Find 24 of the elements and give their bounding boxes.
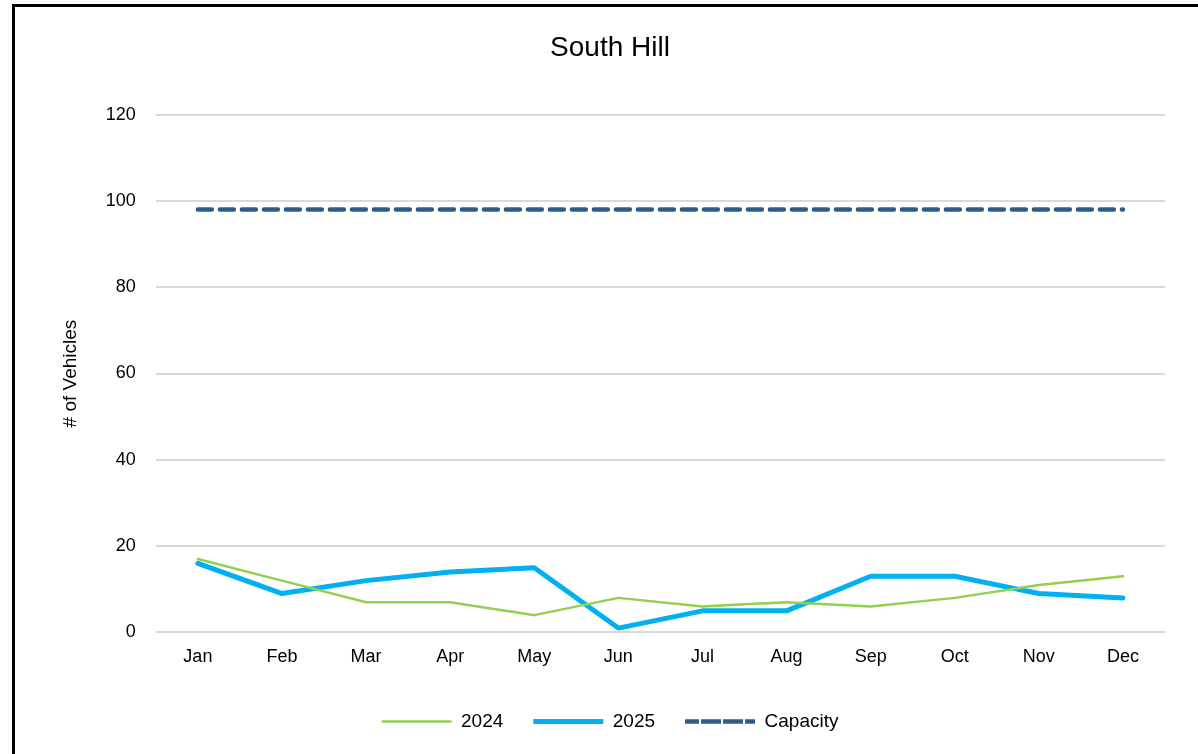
y-tick-label: 40 <box>115 448 136 469</box>
y-tick-label: 0 <box>125 621 136 642</box>
legend-label: 2024 <box>461 709 504 731</box>
x-tick-label: Feb <box>266 646 298 667</box>
x-tick-label: Jan <box>183 646 213 667</box>
x-tick-label: Mar <box>350 646 382 667</box>
y-tick-label: 80 <box>115 276 136 297</box>
chart-title: South Hill <box>550 30 670 62</box>
legend-label: Capacity <box>764 709 839 731</box>
x-tick-label: Dec <box>1106 646 1139 667</box>
y-tick-label: 20 <box>115 535 136 556</box>
x-tick-label: May <box>517 646 552 667</box>
x-tick-label: Jun <box>603 646 633 667</box>
x-tick-label: Oct <box>940 646 969 667</box>
x-tick-label: Sep <box>854 646 887 667</box>
y-tick-label: 100 <box>105 189 136 210</box>
y-tick-label: 120 <box>105 103 136 124</box>
x-tick-label: Aug <box>770 646 803 667</box>
legend-label: 2025 <box>612 709 656 731</box>
x-tick-label: Nov <box>1022 646 1055 667</box>
x-tick-label: Apr <box>436 646 465 667</box>
x-tick-label: Jul <box>690 646 714 667</box>
y-axis-title: # of Vehicles <box>58 319 80 428</box>
y-tick-label: 60 <box>115 362 136 383</box>
